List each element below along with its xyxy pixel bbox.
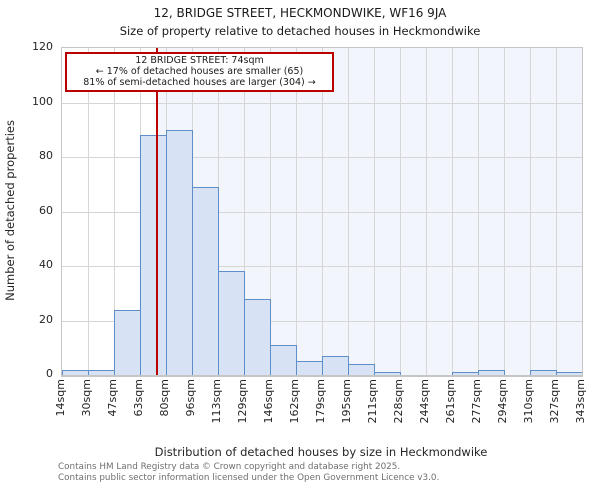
vertical-gridline <box>504 48 505 375</box>
horizontal-gridline <box>62 321 582 322</box>
annotation-line-smaller: ← 17% of detached houses are smaller (65… <box>95 66 304 77</box>
y-tick-label: 40 <box>39 258 53 271</box>
vertical-gridline <box>556 48 557 375</box>
vertical-gridline <box>374 48 375 375</box>
histogram-bar <box>88 370 115 375</box>
x-axis-title: Distribution of detached houses by size … <box>154 445 488 459</box>
histogram-bar <box>166 130 193 375</box>
vertical-gridline <box>348 48 349 375</box>
histogram-bar <box>140 135 167 375</box>
histogram-bar <box>296 361 323 375</box>
histogram-bar <box>114 310 141 375</box>
histogram-bar <box>322 356 349 375</box>
histogram-bar <box>244 299 271 375</box>
footer-line-hmlr: Contains HM Land Registry data © Crown c… <box>58 462 401 472</box>
x-tick-label: 162sqm <box>288 379 301 424</box>
y-tick-label: 80 <box>39 149 53 162</box>
plot-area: 12 BRIDGE STREET: 74sqm ← 17% of detache… <box>61 47 583 377</box>
histogram-bar <box>478 370 505 375</box>
y-tick-label: 0 <box>46 367 53 380</box>
x-tick-label: 277sqm <box>470 379 483 424</box>
vertical-gridline <box>114 48 115 375</box>
x-tick-label: 310sqm <box>522 379 535 424</box>
vertical-gridline <box>452 48 453 375</box>
x-tick-label: 30sqm <box>80 379 93 417</box>
histogram-bar <box>192 187 219 375</box>
chart-subtitle: Size of property relative to detached ho… <box>119 24 481 38</box>
histogram-bar <box>62 370 89 375</box>
x-tick-label: 179sqm <box>314 379 327 424</box>
vertical-gridline <box>244 48 245 375</box>
x-tick-label: 47sqm <box>106 379 119 417</box>
horizontal-gridline <box>62 212 582 213</box>
horizontal-gridline <box>62 157 582 158</box>
y-tick-label: 100 <box>32 95 53 108</box>
annotation-line-larger: 81% of semi-detached houses are larger (… <box>83 77 316 88</box>
x-tick-label: 129sqm <box>236 379 249 424</box>
horizontal-gridline <box>62 266 582 267</box>
x-tick-label: 146sqm <box>262 379 275 424</box>
x-tick-label: 195sqm <box>340 379 353 424</box>
vertical-gridline <box>530 48 531 375</box>
y-axis-title-text: Number of detached properties <box>3 120 17 301</box>
x-tick-label: 63sqm <box>132 379 145 417</box>
x-tick-label: 327sqm <box>548 379 561 424</box>
footer-line-ogl: Contains public sector information licen… <box>58 472 440 483</box>
x-tick-label: 244sqm <box>418 379 431 424</box>
y-axis-title: Number of detached properties <box>2 47 18 374</box>
x-tick-label: 14sqm <box>54 379 67 417</box>
x-tick-label: 211sqm <box>366 379 379 424</box>
x-tick-label: 343sqm <box>574 379 587 424</box>
histogram-bar <box>556 372 582 375</box>
y-tick-label: 20 <box>39 313 53 326</box>
x-tick-label: 261sqm <box>444 379 457 424</box>
property-size-marker-line <box>155 48 158 375</box>
annotation-box: 12 BRIDGE STREET: 74sqm ← 17% of detache… <box>65 52 334 92</box>
y-tick-label: 60 <box>39 204 53 217</box>
attribution-footer: Contains HM Land Registry data © Crown c… <box>58 462 439 483</box>
vertical-gridline <box>88 48 89 375</box>
vertical-gridline <box>426 48 427 375</box>
x-tick-label: 294sqm <box>496 379 509 424</box>
vertical-gridline <box>400 48 401 375</box>
histogram-bar <box>530 370 557 375</box>
vertical-gridline <box>296 48 297 375</box>
x-tick-label: 80sqm <box>158 379 171 417</box>
histogram-bar <box>348 364 375 375</box>
x-tick-label: 96sqm <box>184 379 197 417</box>
chart-title: 12, BRIDGE STREET, HECKMONDWIKE, WF16 9J… <box>153 6 447 20</box>
histogram-bar <box>218 271 245 375</box>
vertical-gridline <box>478 48 479 375</box>
annotation-line-property: 12 BRIDGE STREET: 74sqm <box>135 55 264 66</box>
histogram-bar <box>270 345 297 375</box>
y-tick-label: 120 <box>32 40 53 53</box>
horizontal-gridline <box>62 103 582 104</box>
x-tick-label: 113sqm <box>210 379 223 424</box>
vertical-gridline <box>270 48 271 375</box>
vertical-gridline <box>322 48 323 375</box>
x-tick-label: 228sqm <box>392 379 405 424</box>
histogram-bar <box>452 372 479 375</box>
histogram-bar <box>374 372 401 375</box>
